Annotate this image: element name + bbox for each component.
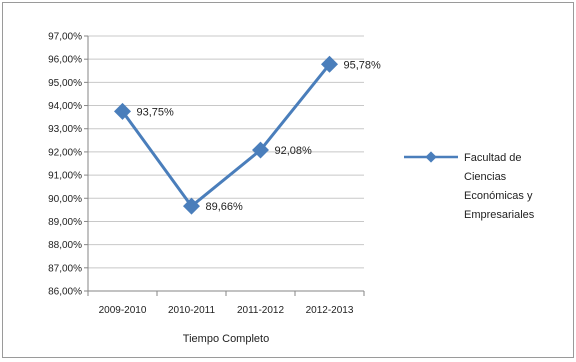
legend-marker [425, 151, 437, 163]
data-label: 92,08% [275, 145, 313, 157]
y-tick-label: 92,00% [48, 147, 82, 158]
data-point-marker [252, 141, 269, 159]
data-label: 93,75% [137, 106, 175, 118]
series-layer [114, 55, 338, 215]
x-tick-label: 2012-2013 [306, 305, 354, 316]
chart-frame: 86,00% 87,00% 88,00% 89,00% 90,00% 91,00% 92,0… [2, 2, 574, 358]
x-tick-label: 2011-2012 [237, 305, 285, 316]
y-tick-label: 87,00% [48, 263, 82, 274]
data-labels: 93,75% 89,66% 92,08% 95,78% [137, 59, 382, 213]
y-tick-label: 86,00% [48, 287, 82, 298]
legend-label-line: Facultad de [464, 152, 521, 164]
y-tick-label: 91,00% [48, 171, 82, 182]
legend-label-line: Ciencias [464, 171, 507, 183]
series-line [121, 63, 331, 208]
legend-label-line: Económicas y [464, 190, 533, 202]
y-tick-label: 94,00% [48, 101, 82, 112]
data-point-marker [183, 197, 200, 215]
y-tick-label: 93,00% [48, 124, 82, 135]
legend-label: Facultad de Ciencias Económicas y Empres… [464, 152, 536, 221]
legend: Facultad de Ciencias Económicas y Empres… [404, 151, 536, 221]
data-label: 95,78% [344, 59, 382, 71]
y-tick-label: 95,00% [48, 78, 82, 89]
x-tick-label: 2009-2010 [99, 305, 147, 316]
y-tick-label: 89,00% [48, 217, 82, 228]
y-tick-label: 88,00% [48, 240, 82, 251]
x-tick-label: 2010-2011 [168, 305, 216, 316]
y-tick-label: 90,00% [48, 194, 82, 205]
legend-label-line: Empresariales [464, 209, 535, 221]
line-chart: 86,00% 87,00% 88,00% 89,00% 90,00% 91,00% 92,0… [48, 32, 536, 346]
x-axis-ticks: 2009-2010 2010-2011 2011-2012 2012-2013 [87, 291, 365, 316]
x-axis-title: Tiempo Completo [183, 333, 269, 345]
y-tick-label: 96,00% [48, 55, 82, 66]
data-label: 89,66% [206, 201, 244, 213]
y-axis-ticks: 86,00% 87,00% 88,00% 89,00% 90,00% 91,00% 92,0… [48, 32, 88, 298]
data-point-marker [114, 102, 131, 120]
y-tick-label: 97,00% [48, 32, 82, 43]
